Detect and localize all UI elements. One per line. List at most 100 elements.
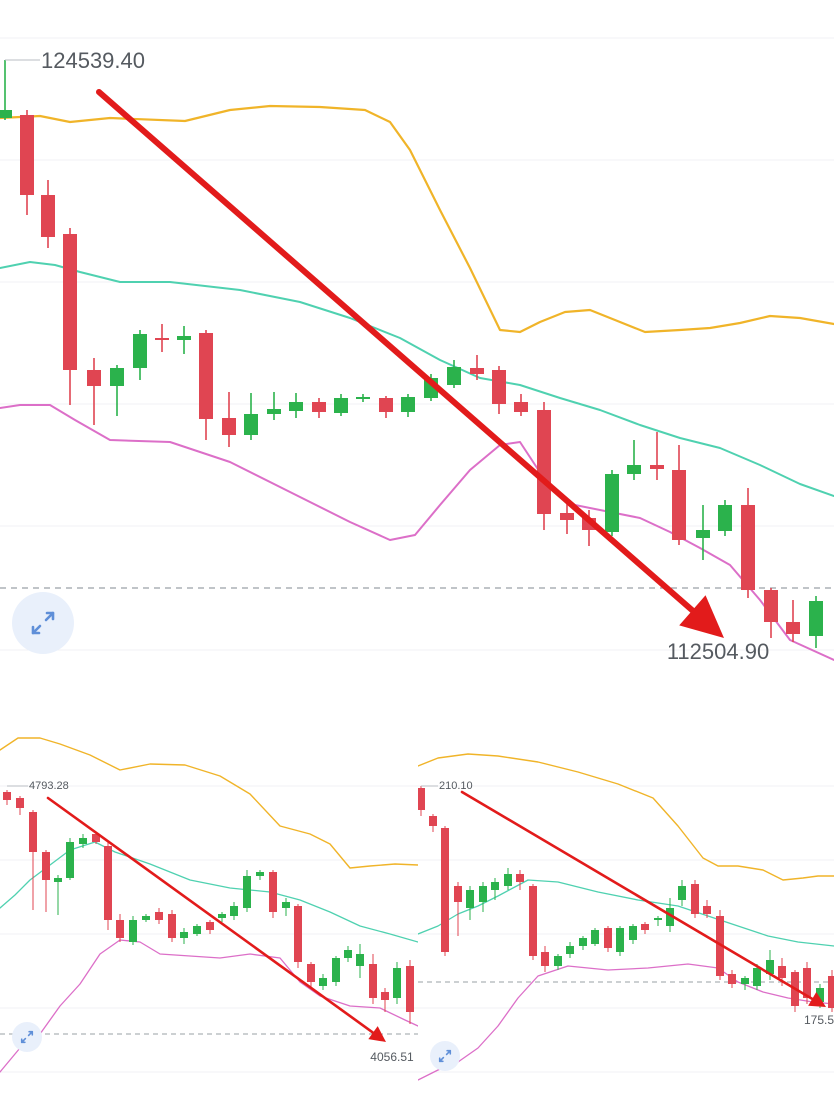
candle <box>491 882 499 890</box>
expand-arrows-icon <box>20 1030 34 1044</box>
high-price-label: 124539.40 <box>41 48 145 73</box>
candle <box>104 846 112 920</box>
candle <box>289 402 303 411</box>
expand-arrows-icon <box>31 611 55 635</box>
candle <box>816 988 824 1002</box>
candle <box>282 902 290 908</box>
expand-button-left[interactable] <box>12 1022 42 1052</box>
candle <box>312 402 326 412</box>
low-price-label: 4056.51 <box>370 1050 414 1064</box>
candle <box>604 928 612 948</box>
trend-arrow-head <box>679 595 724 638</box>
left-chart-panel: 4793.28 4056.51 <box>0 730 418 1112</box>
candle <box>629 926 637 940</box>
candle <box>566 946 574 954</box>
candle <box>222 418 236 435</box>
trend-arrow-head <box>368 1026 386 1042</box>
candle <box>541 952 549 966</box>
bollinger-middle-line <box>418 879 834 947</box>
candle <box>307 964 315 982</box>
low-price-label: 112504.90 <box>667 639 769 664</box>
candle <box>616 928 624 952</box>
main-chart-panel: 124539.40 112504.90 <box>0 37 834 664</box>
candle <box>3 792 11 800</box>
candle <box>605 474 619 532</box>
candle <box>579 938 587 946</box>
candle <box>369 964 377 998</box>
bollinger-middle-line <box>0 841 418 943</box>
candle <box>753 968 761 986</box>
candle <box>529 886 537 956</box>
candle <box>504 874 512 886</box>
candle <box>356 954 364 966</box>
trend-arrow-line <box>96 89 696 614</box>
candle <box>691 884 699 914</box>
candle <box>0 110 12 118</box>
candle <box>116 920 124 938</box>
left-candlestick-chart: 4793.28 4056.51 <box>0 737 418 1073</box>
candle <box>703 906 711 914</box>
bollinger-lower-line <box>0 404 834 661</box>
candle <box>537 410 551 514</box>
candle <box>66 842 74 878</box>
candle <box>554 956 562 966</box>
candle <box>516 874 524 882</box>
candle <box>764 590 778 622</box>
candle <box>786 622 800 634</box>
candle <box>809 601 823 636</box>
candle <box>41 195 55 237</box>
candle <box>728 974 736 984</box>
candle <box>379 398 393 412</box>
candle <box>87 370 101 386</box>
candle <box>406 966 414 1012</box>
candle <box>334 398 348 413</box>
candle <box>696 530 710 538</box>
candle <box>718 505 732 531</box>
bollinger-upper-line <box>418 753 834 881</box>
expand-button[interactable] <box>12 592 74 654</box>
candle <box>716 916 724 976</box>
candle <box>168 914 176 938</box>
candle <box>193 926 201 934</box>
candle <box>63 234 77 370</box>
candle <box>803 968 811 998</box>
candle <box>267 409 281 414</box>
candle <box>206 922 214 930</box>
candle <box>243 876 251 908</box>
candle <box>447 367 461 385</box>
candle <box>54 878 62 882</box>
candle <box>356 397 370 399</box>
expand-button-right[interactable] <box>430 1041 460 1071</box>
candle <box>741 505 755 590</box>
main-candlestick-chart: 124539.40 112504.90 <box>0 37 834 664</box>
candle <box>177 336 191 340</box>
candle <box>666 908 674 926</box>
candle <box>180 932 188 938</box>
candle <box>766 960 774 974</box>
candle <box>741 978 749 984</box>
candle <box>133 334 147 368</box>
trend-arrow-head <box>808 991 826 1007</box>
candle <box>344 950 352 958</box>
right-chart-panel: 210.10 175.5 <box>418 730 834 1112</box>
candle <box>429 816 437 826</box>
high-price-label: 4793.28 <box>29 780 69 792</box>
candle <box>418 788 425 810</box>
candle <box>470 368 484 374</box>
bollinger-upper-line <box>0 737 418 869</box>
candle <box>319 978 327 986</box>
candle <box>514 402 528 412</box>
candle <box>479 886 487 902</box>
candle <box>42 852 50 880</box>
candle <box>332 958 340 982</box>
candle <box>672 470 686 540</box>
bollinger-upper-line <box>0 104 834 334</box>
candle <box>591 930 599 944</box>
candle <box>199 333 213 419</box>
candle <box>142 916 150 920</box>
high-price-label: 210.10 <box>439 780 473 792</box>
candle <box>269 872 277 912</box>
candle <box>828 976 834 1008</box>
candle <box>79 838 87 844</box>
candle <box>641 924 649 930</box>
